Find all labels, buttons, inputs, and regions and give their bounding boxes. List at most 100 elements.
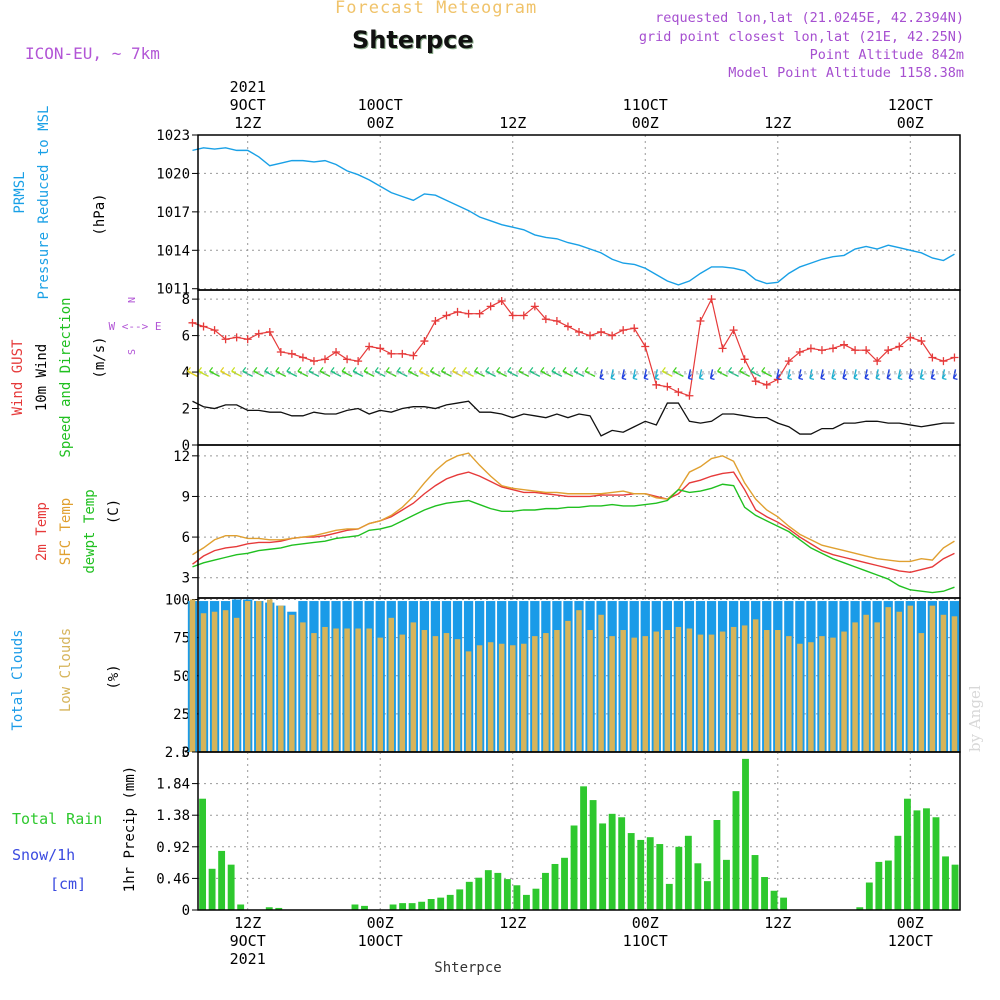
low-cloud-bar [311,633,317,752]
precip-bar [513,885,521,910]
compass-we: W <--> E [109,320,162,333]
wind-arrow-head [621,374,627,380]
precip-bar [503,879,511,910]
low-cloud-bar [940,614,947,752]
low-cloud-bar [719,631,726,752]
low-cloud-bar [521,643,527,752]
compass-s: S [127,349,138,355]
gust-point [597,327,606,336]
y-tick-label: 1020 [156,166,190,182]
gust-point [917,337,926,346]
precip-bar [275,907,283,910]
temp-label-1: SFC Temp [58,498,74,565]
y-tick-label: 0 [182,745,190,761]
gust-point [751,377,760,386]
y-tick-label: 6 [182,329,190,345]
precip-bar [465,881,473,910]
precip-bar [427,899,435,910]
low-cloud-bar [664,630,671,752]
gust-point [685,391,694,400]
low-cloud-bar [211,611,218,752]
wind-arrow-head [930,374,936,380]
wind-arrow-head [761,367,766,373]
gust-point [873,357,882,366]
precip-bar [227,864,235,910]
low-cloud-bar [741,625,748,752]
low-cloud-bar [233,617,240,752]
gust-point [365,342,374,351]
precip-bar [675,846,683,910]
precip-bar [865,882,873,910]
precip-bar [923,808,930,910]
wind-arrow-head [220,367,225,373]
temp-label-2: dewpt Temp [82,489,98,573]
low-cloud-bar [951,616,958,752]
precip-bar [522,894,530,910]
temp-series-0 [192,471,955,573]
wind-arrow-head [440,367,446,373]
wind-arrow-head [363,367,369,373]
low-cloud-bar [620,630,626,752]
y-tick-label: 0 [182,903,190,919]
low-cloud-bar [421,630,428,752]
wind-arrow-head [319,367,325,373]
low-cloud-bar [388,617,395,752]
wind-arrow-head [286,367,292,373]
low-cloud-bar [498,643,505,752]
gust-point [718,344,727,353]
precip-bar [780,897,788,910]
low-cloud-bar [587,630,593,752]
wind-arrow-head [518,367,523,373]
low-cloud-bar [697,634,704,752]
precip-bar [770,890,778,910]
y-tick-label: 1014 [156,243,190,259]
total-clouds-label: Total Clouds [10,629,26,730]
precip-bar [437,897,445,910]
wind-arrow-head [452,367,457,373]
y-tick-label: 1.38 [156,808,190,824]
low-cloud-bar [399,634,406,752]
precip-bar [446,894,454,910]
low-cloud-bar [565,620,571,752]
wind-arrow-head [385,367,391,373]
wind-arrow-head [941,374,947,380]
wind-arrow-head [463,367,468,373]
bottom-time-label: 00Z [367,914,394,932]
wind-arrow-head [308,367,314,373]
gust-point [928,353,937,362]
gust-point [309,357,318,366]
low-cloud-bar [752,619,759,752]
gust-point [795,348,804,356]
top-time-label: 00Z [367,114,394,132]
gust-series-line [192,297,955,397]
wind-direction-arrow [709,369,714,379]
gust-point [475,309,484,318]
wind-arrow-head [474,367,479,373]
gust-point [707,295,716,304]
y-tick-label: 0.46 [156,871,190,887]
bottom-time-label: 9OCT [230,932,266,950]
wind-arrow-head [186,367,192,373]
gust-point [210,326,219,335]
wind-arrow-head [864,374,870,380]
temp-series-1 [192,452,955,563]
precip-bar [856,907,864,910]
grid-point-coords: grid point closest lon,lat (21E, 42.25N) [638,29,964,45]
temp-series-2 [192,483,955,594]
gust-point [199,322,208,331]
low-cloud-bar [885,607,891,752]
precip-bar [637,839,645,910]
y-tick-label: 3 [182,571,190,587]
wind-arrow-head [698,374,704,380]
low-cloud-bar [355,628,361,752]
precip-bar [875,861,883,910]
top-time-label: 9OCT [230,96,266,114]
wind-arrow-head [275,367,280,373]
snow-label: Snow/1h [12,846,75,864]
wind-arrow-head [787,374,792,380]
gust-point [221,335,230,344]
wind-arrow-head [374,367,380,373]
precip-bar [475,877,483,910]
snow-unit-label: [cm] [50,875,86,893]
